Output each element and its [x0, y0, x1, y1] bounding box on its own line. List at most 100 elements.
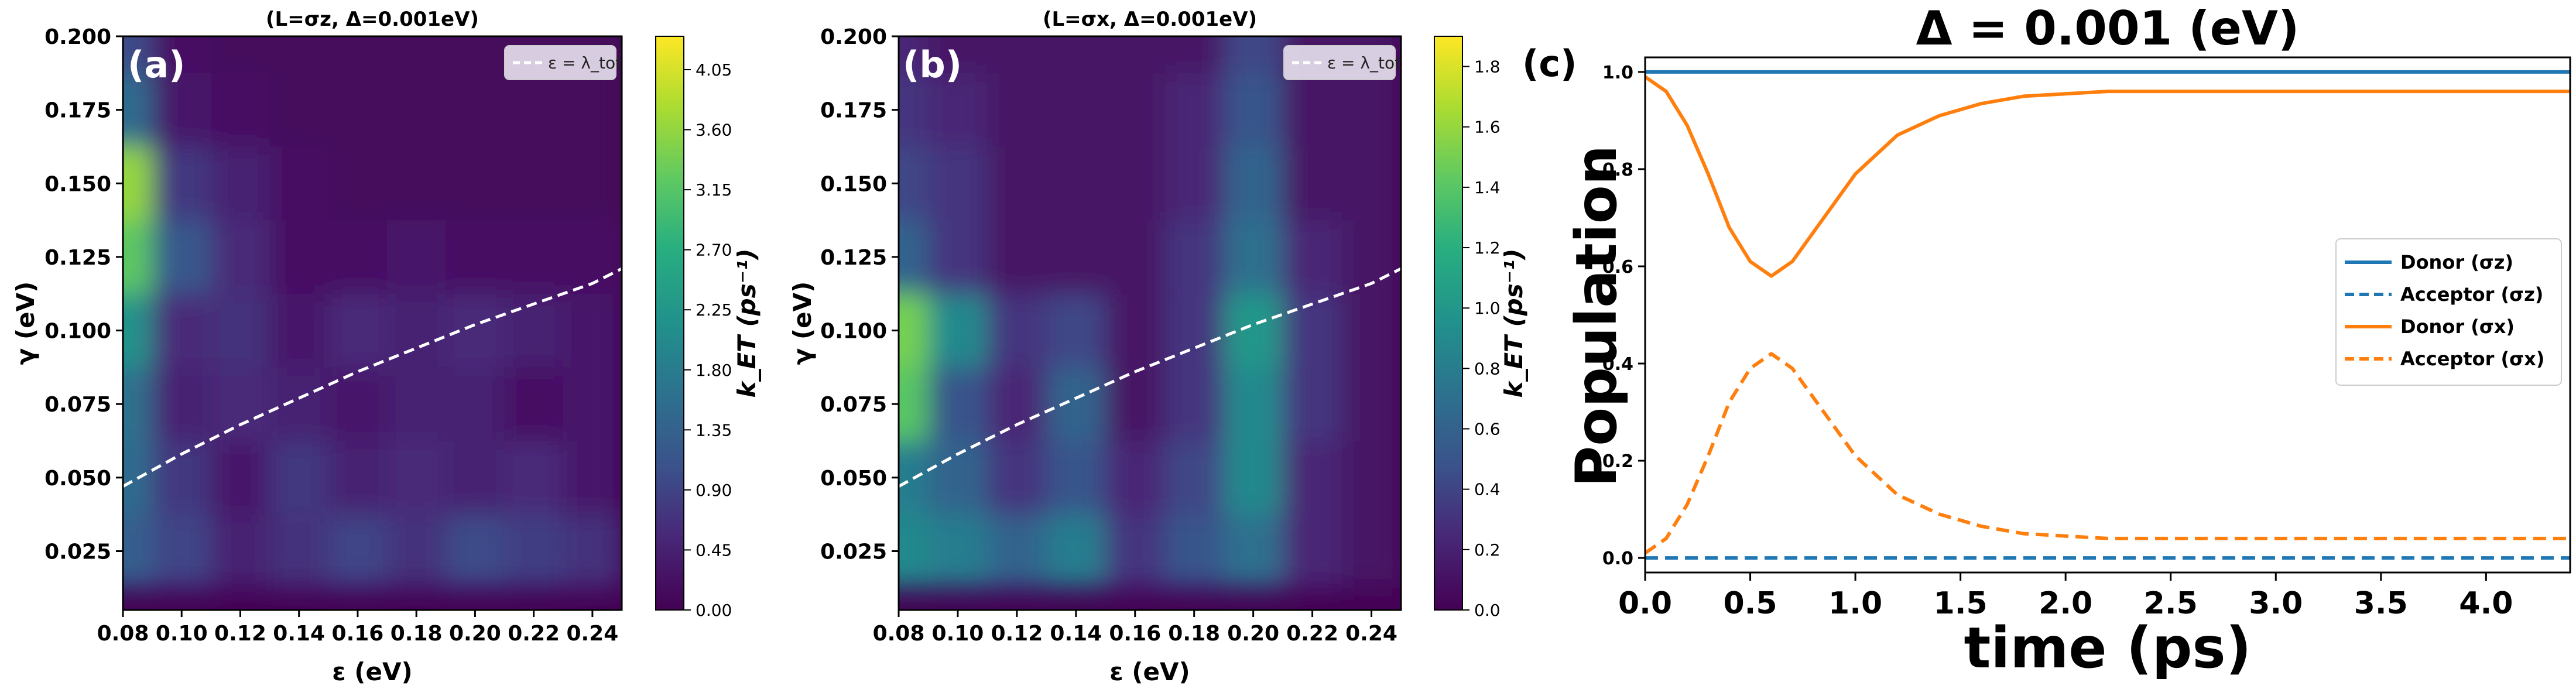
panel-b-cell	[928, 36, 988, 73]
panel-a-xtick-label: 0.20	[449, 622, 501, 646]
panel-b-cell	[1283, 514, 1342, 588]
panel-b-cell	[987, 220, 1047, 294]
panel-b-cbar-tick-label: 1.8	[1474, 57, 1501, 77]
panel-b-cell	[1046, 220, 1106, 294]
panel-a-ytick-label: 0.150	[44, 172, 111, 196]
panel-a-cell	[387, 36, 446, 73]
panel-b-xtick-label: 0.08	[873, 622, 925, 646]
panel-a-cell	[387, 514, 446, 588]
panel-c-xtick-label: 3.5	[2354, 586, 2408, 621]
panel-c-series	[1645, 70, 2570, 560]
panel-b-cell	[1283, 367, 1342, 441]
panel-b-cell	[1105, 367, 1165, 441]
panel-b-cell	[987, 146, 1047, 221]
panel-a-cell	[446, 220, 505, 294]
panel-a-axes-frame	[122, 35, 623, 611]
panel-b-cbar-tick-label: 0.0	[1474, 601, 1501, 620]
panel-a-cell	[211, 441, 270, 515]
panel-c-xtick-label: 0.5	[1723, 586, 1777, 621]
panel-c-xtick-label: 0.0	[1618, 586, 1672, 621]
panel-b-legend-box	[1283, 45, 1396, 80]
panel-b-cbar-tick-label: 0.4	[1474, 480, 1501, 499]
panel-a-ytick-label: 0.075	[44, 393, 111, 417]
panel-b-legend-text: ε = λ_tot	[1327, 53, 1401, 73]
panel-a-axes: 0.08 0.10 0.12 0.14 0.16 0.18 0.20 0.22 0.24 0.02…	[44, 25, 618, 646]
panel-a-cell	[328, 293, 388, 368]
panel-a-legend-text: ε = λ_tot	[548, 53, 622, 73]
panel-b-cell	[1046, 293, 1106, 368]
panel-b-cbar-tick-label: 1.2	[1474, 238, 1501, 258]
panel-a-cell	[152, 514, 211, 588]
panel-c-ytick-label: 0.0	[1602, 549, 1633, 569]
panel-a-cell	[446, 367, 505, 441]
panel-b-cell	[1164, 441, 1224, 515]
panel-b-colorbar	[1434, 36, 1463, 611]
panel-a-xtick-label: 0.10	[156, 622, 208, 646]
panel-b-xtick-label: 0.20	[1227, 622, 1279, 646]
panel-a-cbar-tick-label: 3.60	[696, 121, 732, 140]
panel-c-ytick-label: 1.0	[1602, 63, 1633, 83]
panel-b-ytick-label: 0.075	[820, 393, 887, 417]
panel-c-ytick-label: 0.4	[1602, 354, 1633, 375]
panel-a-cell	[387, 367, 446, 441]
panel-b-cell	[899, 514, 929, 588]
panel-c-xtick-label: 4.0	[2459, 586, 2513, 621]
panel-a-xtick-label: 0.08	[97, 622, 149, 646]
panel-c-ytick-label: 0.6	[1602, 257, 1633, 277]
panel-a-cbar-tick-label: 0.90	[696, 481, 732, 500]
panel-a-cell	[563, 441, 622, 515]
panel-b-axes-frame	[898, 35, 1402, 611]
panel-a-cell	[446, 36, 505, 73]
panel-c-xtick-label: 3.0	[2249, 586, 2303, 621]
panel-a-cell	[446, 146, 505, 221]
panel-a-cell	[211, 73, 270, 147]
panel-b-cell	[1224, 146, 1283, 221]
panel-b-heatmap: (L=σx, Δ=0.001eV) (b) ε = λ_tot 0.08 0.10…	[788, 8, 1528, 686]
panel-b-xtick-label: 0.22	[1286, 622, 1338, 646]
panel-b-title: (L=σx, Δ=0.001eV)	[1043, 8, 1257, 31]
panel-a-cell	[504, 367, 563, 441]
panel-b-cell	[899, 367, 929, 441]
panel-a-label: (a)	[128, 43, 186, 86]
panel-a-cell	[211, 367, 270, 441]
panel-a-cell	[211, 220, 270, 294]
panel-b-cell	[928, 367, 988, 441]
panel-b-cell	[987, 293, 1047, 368]
panel-b-legend: ε = λ_tot	[1283, 45, 1401, 80]
panel-a-ylabel: γ (eV)	[11, 282, 40, 365]
panel-a-ytick-label: 0.025	[44, 540, 111, 564]
panel-a-xtick-label: 0.12	[214, 622, 266, 646]
panel-b-cell	[1105, 73, 1165, 147]
panel-b-cell	[1046, 73, 1106, 147]
panel-c-legend-label-1: Acceptor (σz)	[2400, 283, 2543, 306]
panel-b-cell	[1164, 514, 1224, 588]
panel-b-cell	[1164, 73, 1224, 147]
panel-b-cell	[1224, 293, 1283, 368]
panel-b-cell	[987, 73, 1047, 147]
panel-a-cell	[563, 73, 622, 147]
panel-b-cell	[1342, 367, 1401, 441]
panel-b-cell	[1224, 220, 1283, 294]
panel-b-cell	[1105, 220, 1165, 294]
panel-a-cell	[123, 514, 153, 588]
panel-a-heatmap-cells	[123, 36, 622, 588]
panel-b-cell	[1105, 293, 1165, 368]
panel-b-ytick-label: 0.125	[820, 246, 887, 270]
panel-b-cell	[1164, 220, 1224, 294]
panel-b-cell	[1342, 293, 1401, 368]
panel-b-cell	[1342, 73, 1401, 147]
panel-b-label: (b)	[903, 43, 962, 86]
panel-a-cell	[123, 367, 153, 441]
panel-c-line-chart: (c) Δ = 0.001 (eV) 0.0 0.5 1.0 1.5 2.0 2.5 3.0…	[1522, 1, 2571, 681]
panel-a-cell	[269, 293, 328, 368]
panel-b-lambda-curve	[899, 267, 1401, 488]
panel-b-xtick-label: 0.16	[1109, 622, 1161, 646]
panel-a-ytick-label: 0.125	[44, 246, 111, 270]
panel-c-ylabel: Population	[1564, 145, 1629, 487]
panel-b-cbar-tick-label: 1.6	[1474, 118, 1501, 137]
panel-a-cell	[387, 73, 446, 147]
panel-a-xtick-label: 0.24	[566, 622, 618, 646]
panel-b-cell	[1046, 441, 1106, 515]
panel-c-ytick-label: 0.2	[1602, 451, 1633, 472]
